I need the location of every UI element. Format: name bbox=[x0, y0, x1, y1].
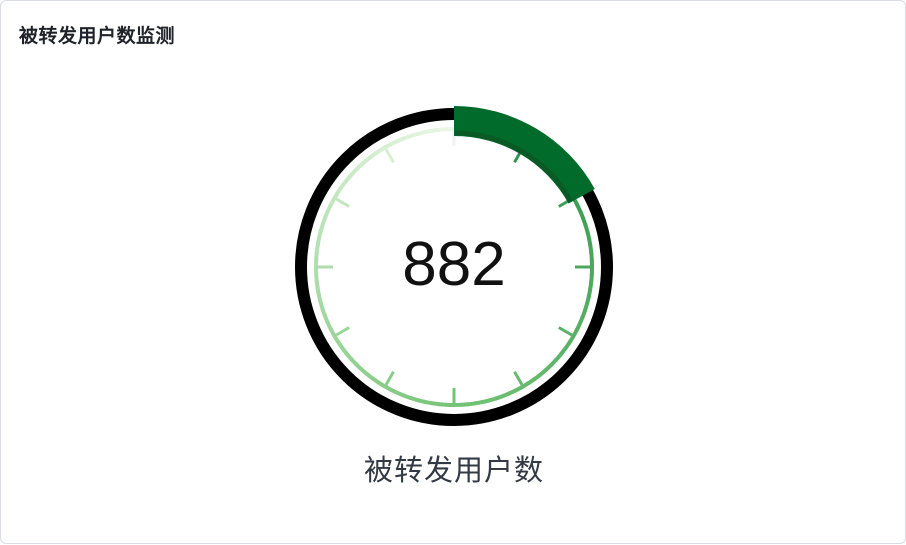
gauge-progress-group bbox=[454, 106, 595, 203]
gauge-tick bbox=[336, 199, 349, 207]
gauge-tick bbox=[515, 372, 523, 385]
gauge-tick bbox=[559, 328, 572, 336]
gauge-tick bbox=[336, 328, 349, 336]
gauge-value: 882 bbox=[402, 230, 505, 299]
gauge-tick bbox=[386, 372, 394, 385]
gauge-caption: 被转发用户数 bbox=[1, 447, 906, 489]
gauge-tick bbox=[386, 149, 394, 162]
